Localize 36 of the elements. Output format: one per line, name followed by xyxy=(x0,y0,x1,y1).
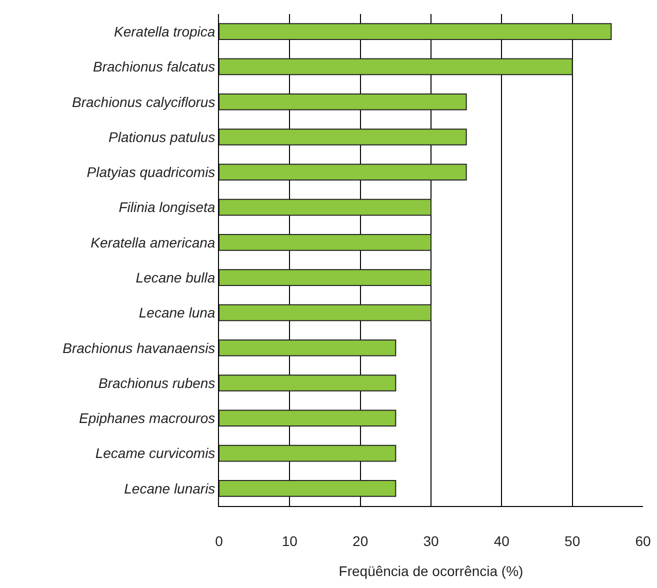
bar xyxy=(219,128,467,146)
x-tick-label: 50 xyxy=(564,532,580,549)
y-tick-label: Lecane bulla xyxy=(136,269,216,286)
y-tick-label: Brachionus rubens xyxy=(98,374,216,391)
bar xyxy=(219,339,396,356)
bar xyxy=(219,23,612,40)
bar xyxy=(219,480,396,497)
y-tick-label: Lecane luna xyxy=(138,304,216,321)
x-tick-label: 60 xyxy=(635,532,651,549)
y-tick-label: Brachionus havanaensis xyxy=(62,340,216,356)
y-tick-label: Filinia longiseta xyxy=(118,199,216,216)
y-tick-label: Epiphanes macrouros xyxy=(79,410,216,426)
bar xyxy=(219,93,467,110)
x-tick-label: 30 xyxy=(423,532,439,549)
y-tick-label: Keratella tropica xyxy=(114,23,216,40)
x-tick-label: 40 xyxy=(494,532,510,549)
bar xyxy=(219,269,432,286)
x-tick-label: 0 xyxy=(215,532,224,549)
y-tick-label: Plationus patulus xyxy=(108,128,216,145)
x-tick-label: 10 xyxy=(282,532,298,549)
bar xyxy=(219,58,573,76)
bar xyxy=(219,444,396,462)
y-tick-label: Platyias quadricomis xyxy=(86,164,216,180)
bar xyxy=(219,234,432,251)
bar xyxy=(219,410,396,427)
y-tick-label: Brachionus calyciflorus xyxy=(72,94,216,110)
bar xyxy=(219,164,467,181)
y-tick-label: Lecane lunaris xyxy=(124,480,216,496)
y-tick-label: Lecame curvicomis xyxy=(95,445,216,462)
bar xyxy=(219,198,432,216)
bar xyxy=(219,374,396,392)
bar xyxy=(219,304,432,322)
y-tick-label: Keratella americana xyxy=(90,234,216,250)
x-axis-title: Freqüência de ocorrência (%) xyxy=(338,563,524,580)
y-tick-label: Brachionus falcatus xyxy=(93,58,216,75)
x-tick-label: 20 xyxy=(352,532,368,549)
